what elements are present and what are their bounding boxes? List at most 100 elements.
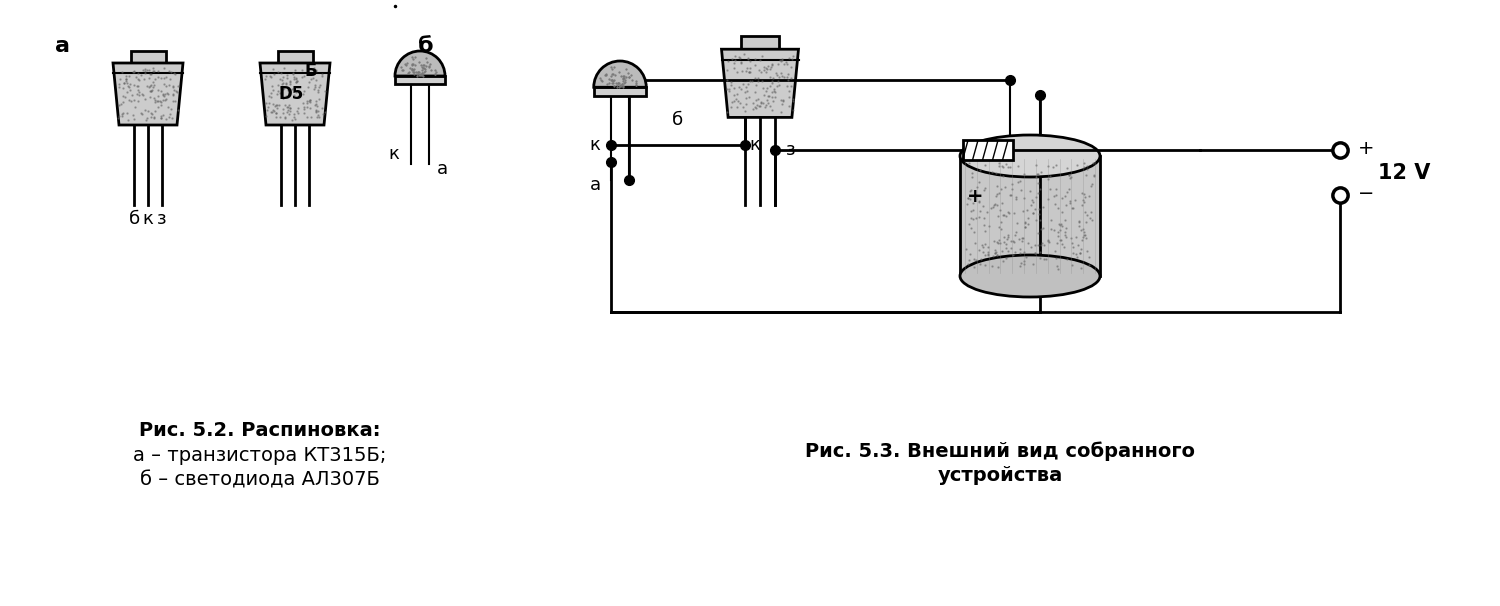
Point [970, 241, 994, 250]
Point [1028, 204, 1051, 213]
Point [153, 95, 177, 104]
Point [752, 62, 776, 72]
Text: устройства: устройства [938, 466, 1062, 485]
Point [1072, 162, 1096, 171]
Point [300, 112, 324, 122]
Point [298, 75, 322, 84]
Text: а: а [436, 160, 448, 178]
Point [736, 79, 760, 89]
Point [777, 92, 801, 102]
Point [1048, 235, 1072, 244]
Point [1059, 203, 1083, 213]
Point [159, 67, 183, 77]
Point [990, 217, 1014, 227]
Point [286, 87, 310, 96]
Point [729, 57, 753, 67]
Point [114, 74, 138, 84]
Point [1032, 202, 1056, 211]
Point [987, 235, 1011, 244]
Point [978, 203, 1002, 213]
Point [282, 90, 306, 99]
Point [140, 85, 164, 95]
Point [993, 182, 1017, 191]
Point [1046, 227, 1070, 237]
Point [146, 85, 170, 95]
Point [1044, 199, 1068, 209]
Point [1058, 196, 1082, 205]
Point [1047, 235, 1071, 245]
Point [264, 101, 288, 110]
Point [1076, 247, 1100, 256]
Point [148, 113, 172, 123]
Point [1071, 230, 1095, 240]
Point [306, 82, 330, 92]
Point [303, 84, 327, 94]
Point [726, 102, 750, 112]
Point [142, 98, 166, 107]
Point [1010, 233, 1034, 243]
Point [782, 96, 806, 106]
Point [128, 87, 152, 97]
Point [278, 76, 302, 86]
Point [1034, 255, 1058, 264]
Point [717, 86, 741, 96]
Point [730, 102, 754, 112]
Point [110, 67, 134, 76]
Point [1059, 233, 1083, 242]
Point [1036, 161, 1060, 171]
Point [734, 93, 758, 103]
Point [134, 64, 158, 73]
Point [1008, 235, 1032, 244]
Point [734, 99, 758, 109]
Point [273, 78, 297, 88]
Point [1046, 204, 1070, 213]
Point [1077, 252, 1101, 262]
Point [298, 104, 322, 113]
Point [1072, 230, 1096, 239]
Point [258, 88, 282, 98]
Point [742, 61, 766, 70]
Point [1029, 240, 1053, 250]
Point [766, 80, 790, 90]
Point [987, 222, 1011, 231]
Point [766, 59, 790, 69]
Point [286, 108, 310, 118]
Point [278, 104, 302, 113]
Point [308, 94, 332, 104]
Point [968, 196, 992, 206]
Point [148, 101, 172, 110]
Point [760, 73, 784, 83]
Point [152, 92, 176, 101]
Point [996, 207, 1020, 216]
Point [273, 113, 297, 123]
Point [150, 96, 174, 105]
Point [159, 105, 183, 115]
Point [150, 89, 174, 99]
Point [303, 96, 327, 106]
Point [992, 210, 1016, 219]
Point [162, 68, 186, 78]
Point [746, 76, 770, 86]
Point [116, 87, 140, 97]
Point [992, 162, 1016, 172]
Point [782, 95, 806, 104]
Point [748, 67, 772, 77]
Point [1044, 184, 1068, 193]
Point [282, 112, 306, 122]
Point [135, 82, 159, 92]
Point [716, 75, 740, 84]
Point [278, 77, 302, 87]
Point [987, 238, 1011, 248]
Point [958, 223, 982, 233]
Point [122, 110, 146, 120]
Point [1020, 197, 1044, 207]
Point [770, 68, 794, 78]
Point [1005, 218, 1029, 228]
Point [1068, 263, 1092, 273]
Point [1082, 171, 1106, 181]
Point [1071, 196, 1095, 205]
Point [280, 84, 304, 94]
Point [302, 65, 326, 75]
Point [298, 95, 322, 104]
Point [960, 172, 984, 182]
